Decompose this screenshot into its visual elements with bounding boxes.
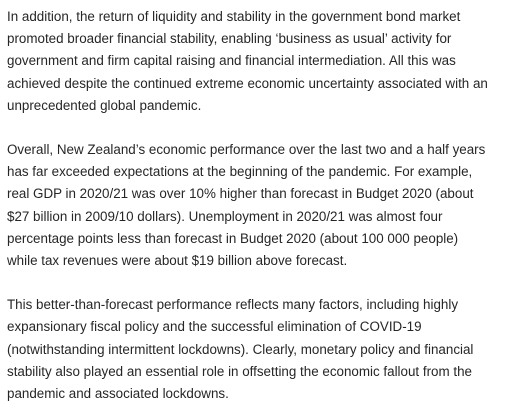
paragraph-factors: This better-than-forecast performance re…	[7, 294, 527, 405]
paragraph-liquidity: In addition, the return of liquidity and…	[7, 6, 527, 117]
text-line: achieved despite the continued extreme e…	[7, 75, 488, 91]
text-line: government and firm capital raising and …	[7, 53, 456, 69]
text-line: has far exceeded expectations at the beg…	[7, 164, 473, 180]
text-line: $27 billion in 2009/10 dollars). Unemplo…	[7, 208, 443, 224]
text-line: real GDP in 2020/21 was over 10% higher …	[7, 186, 474, 202]
paragraph-economic-performance: Overall, New Zealand’s economic performa…	[7, 139, 527, 272]
text-line: promoted broader financial stability, en…	[7, 31, 452, 47]
text-line: percentage points less than forecast in …	[7, 230, 459, 246]
text-line: while tax revenues were about $19 billio…	[7, 253, 348, 269]
text-line: This better-than-forecast performance re…	[7, 297, 459, 313]
paragraph-spacer	[7, 117, 527, 139]
paragraph-spacer	[7, 272, 527, 294]
text-line: stability also played an essential role …	[7, 363, 472, 379]
text-line: Overall, New Zealand’s economic performa…	[7, 142, 486, 158]
text-line: In addition, the return of liquidity and…	[7, 9, 461, 24]
text-line: expansionary fiscal policy and the succe…	[7, 319, 422, 335]
text-line: (notwithstanding intermittent lockdowns)…	[7, 341, 474, 357]
document-body: In addition, the return of liquidity and…	[7, 6, 527, 405]
text-line: pandemic and associated lockdowns.	[7, 386, 229, 402]
text-line: unprecedented global pandemic.	[7, 97, 202, 113]
